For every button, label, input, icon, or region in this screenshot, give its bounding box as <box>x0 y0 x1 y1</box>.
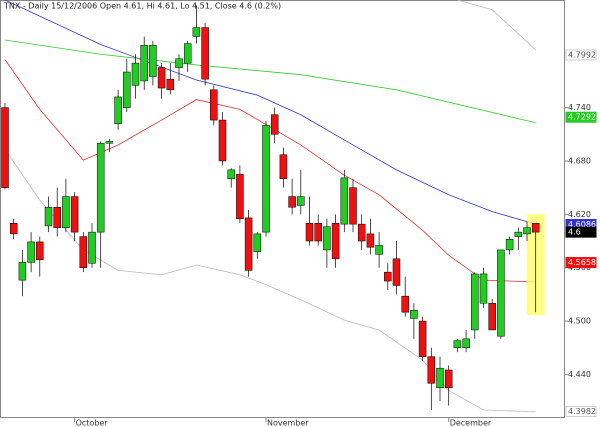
candle-body <box>331 222 340 260</box>
candle-body <box>166 78 175 91</box>
plot-area <box>1 0 545 413</box>
candle-body <box>453 340 462 348</box>
candle-body <box>36 241 44 260</box>
candle-body <box>523 227 531 235</box>
candle-body <box>149 45 157 77</box>
y-tick-label: 4.440 <box>568 370 591 379</box>
y-tick-label: 4.620 <box>568 210 591 219</box>
candle-body <box>297 196 305 206</box>
candle-body <box>479 273 488 304</box>
candle-body <box>79 236 88 268</box>
price-label: 4.5658 <box>568 258 596 267</box>
plot-frame <box>0 0 565 418</box>
candle-body <box>70 196 79 233</box>
candle-body <box>201 27 209 80</box>
candle-body <box>384 271 392 282</box>
candle-body <box>53 206 61 228</box>
candle-body <box>140 45 148 82</box>
price-label: 4.3982 <box>568 407 596 416</box>
price-label: 4.6 <box>568 228 581 237</box>
y-tick-label: 4.740 <box>568 103 591 112</box>
price-label-box <box>565 49 597 61</box>
candle-body <box>157 67 166 89</box>
price-label-box <box>565 111 597 123</box>
price-label: 4.7292 <box>568 113 596 122</box>
candle-body <box>105 141 114 144</box>
candle-body <box>505 238 514 251</box>
candle-body <box>488 303 496 331</box>
candle-body <box>123 71 131 108</box>
price-label-box <box>565 226 597 238</box>
candle-body <box>366 233 375 248</box>
candle-body <box>323 226 331 251</box>
price-label-box <box>565 406 597 418</box>
price-label-box <box>565 257 597 269</box>
candle-body <box>262 125 270 233</box>
candle-body <box>192 27 201 37</box>
candle-body <box>375 245 383 255</box>
candle-body <box>314 222 322 242</box>
candle-body <box>288 196 296 208</box>
candle-body <box>96 142 105 233</box>
x-tick-label: October <box>76 419 109 427</box>
x-tick-label: December <box>450 419 492 427</box>
candle-body <box>357 223 366 242</box>
candle-body <box>183 43 192 64</box>
candle-body <box>471 273 479 331</box>
candle-body <box>218 119 227 162</box>
candle-body <box>270 114 279 135</box>
candle-body <box>114 96 122 124</box>
candle-body <box>236 174 244 220</box>
x-tick-label: November <box>267 419 309 427</box>
candle-body <box>9 222 18 235</box>
candle-body <box>27 241 35 263</box>
candle-body <box>531 222 540 233</box>
moving-average-line <box>4 0 536 225</box>
price-label: 4.7992 <box>568 50 596 59</box>
candle-body <box>436 367 444 389</box>
y-tick-label: 4.500 <box>568 317 591 326</box>
candle-body <box>410 310 418 319</box>
candle-body <box>497 249 505 337</box>
candle-body <box>175 58 183 68</box>
moving-average-line <box>457 0 536 51</box>
candle-body <box>392 258 401 286</box>
candle-body <box>1 107 9 188</box>
moving-average-line <box>4 39 536 124</box>
candle-body <box>514 231 523 237</box>
candle-body <box>305 222 314 242</box>
y-tick-label: 4.680 <box>568 156 591 165</box>
candle-body <box>210 89 218 121</box>
candle-body <box>44 206 53 227</box>
candle-body <box>401 295 409 313</box>
chart-title: TNX - Daily 15/12/2006 Open 4.61, Hi 4.6… <box>3 2 281 11</box>
candle-body <box>349 187 357 225</box>
candle-body <box>253 233 262 252</box>
candle-body <box>131 62 140 86</box>
candle-body <box>18 262 27 281</box>
candle-body <box>340 177 349 225</box>
price-label: 4.60863 <box>568 220 600 229</box>
candle-body <box>462 338 470 348</box>
candle-body <box>227 169 235 180</box>
candle-body <box>88 231 96 264</box>
candle-body <box>418 320 427 357</box>
candle-body <box>244 217 253 271</box>
candle-body <box>62 196 70 228</box>
candle-body <box>444 369 453 389</box>
candle-body <box>279 154 288 180</box>
candle-body <box>427 356 436 384</box>
